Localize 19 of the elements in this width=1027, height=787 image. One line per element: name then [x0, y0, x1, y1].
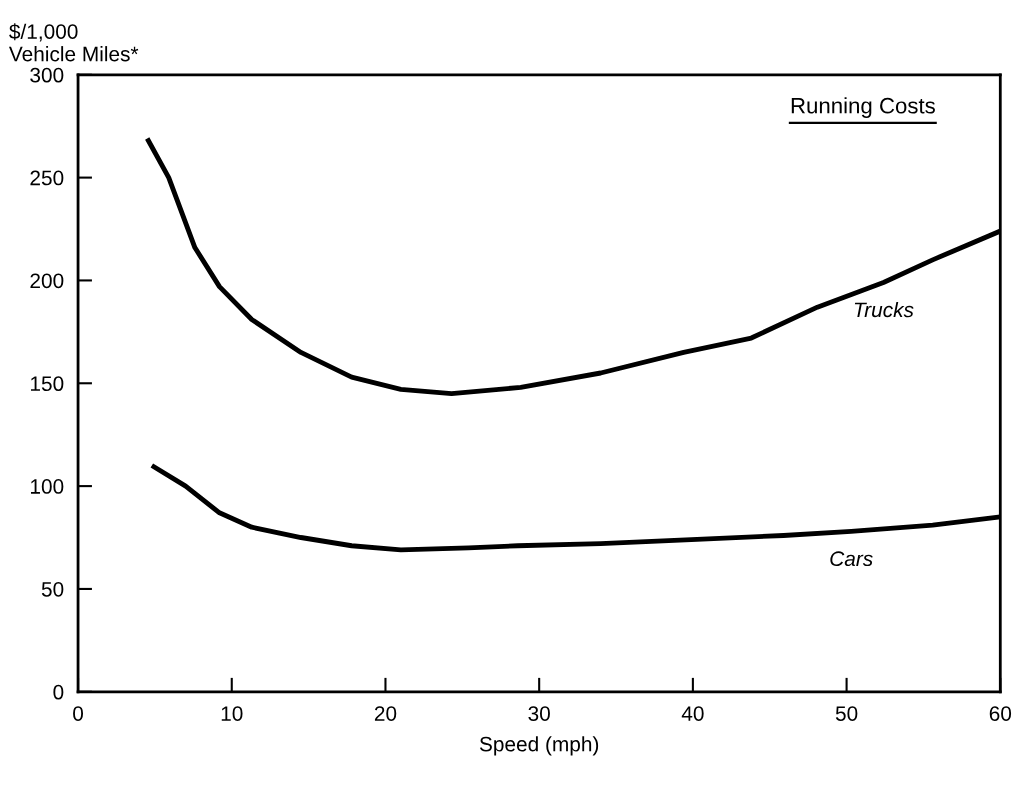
y-tick-label: 200: [30, 273, 64, 289]
y-tick-label: 50: [41, 581, 64, 597]
x-tick-label: 20: [374, 706, 397, 721]
y-tick-label: 100: [31, 479, 64, 494]
x-tick-label: 60: [989, 706, 1012, 721]
y-tick-label: 150: [31, 376, 64, 392]
x-tick-label: 10: [221, 706, 243, 721]
x-axis-title: Speed (mph): [479, 736, 599, 756]
x-tick-label: 0: [73, 706, 84, 721]
annotation: Running Costs: [791, 97, 935, 118]
y-axis-title: $/1,000 Vehicle Miles*: [8, 23, 139, 62]
y-tick-label: 300: [30, 67, 64, 83]
x-tick-label: 30: [528, 706, 550, 721]
series-label: Cars: [830, 551, 873, 567]
y-tick-label: 250: [30, 170, 64, 186]
x-tick-label: 50: [835, 706, 858, 721]
x-tick-label: 40: [681, 706, 704, 721]
series-label: Trucks: [854, 301, 914, 318]
y-tick-label: 0: [53, 684, 64, 700]
